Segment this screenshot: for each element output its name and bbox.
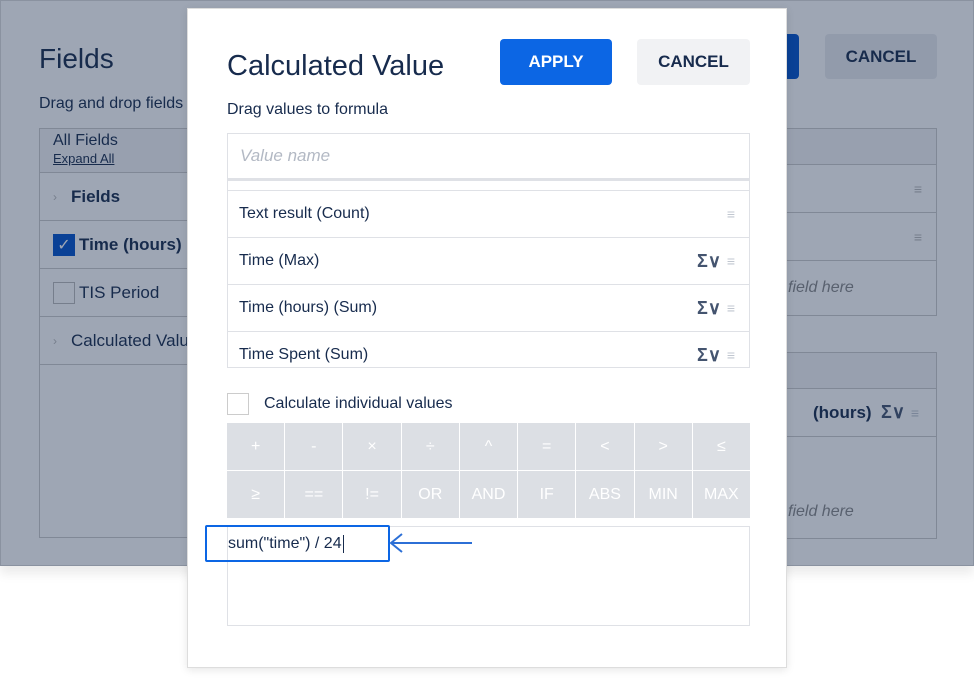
values-list[interactable]: Text result (Count) ≡ Time (Max) Σ∨ ≡ Time …: [227, 181, 750, 368]
field-label: TIS Period: [79, 282, 160, 302]
field-time-hours[interactable]: ✓ Time (hours): [40, 221, 238, 269]
operator-button[interactable]: !=: [343, 471, 401, 518]
value-label: Time (Max): [239, 252, 320, 269]
value-label: (hours): [813, 402, 872, 422]
value-name-input[interactable]: [227, 133, 750, 181]
operator-button[interactable]: >: [634, 423, 692, 470]
operator-button[interactable]: ==: [285, 471, 343, 518]
sigma-dropdown-icon[interactable]: Σ∨: [697, 250, 721, 271]
arrow-left-icon: [389, 533, 472, 553]
operator-grid: + - × ÷ ^ = < > ≤ ≥ == != OR AND IF ABS MIN MAX: [227, 423, 750, 518]
drag-handle-icon[interactable]: ≡: [762, 165, 936, 213]
operator-button[interactable]: ×: [343, 423, 401, 470]
drag-handle-icon[interactable]: ≡: [762, 213, 936, 261]
formula-text: sum("time") / 24: [228, 534, 342, 552]
list-item[interactable]: Time (Max) Σ∨ ≡: [228, 238, 749, 285]
operator-button[interactable]: ≤: [692, 423, 750, 470]
formula-highlight[interactable]: sum("time") / 24: [205, 525, 390, 562]
operator-button[interactable]: ≥: [227, 471, 285, 518]
formula-textarea[interactable]: [227, 526, 750, 626]
checkbox-label: Calculate individual values: [264, 395, 453, 412]
page-title: Fields: [39, 43, 114, 74]
drop-zone[interactable]: field here: [788, 503, 854, 520]
calculate-individual-option[interactable]: Calculate individual values: [227, 393, 453, 415]
rows-panel: ≡ ≡ field here: [761, 128, 937, 316]
operator-button[interactable]: +: [227, 423, 285, 470]
field-label: Calculated Value: [71, 330, 199, 350]
background-cancel-button[interactable]: CANCEL: [825, 34, 937, 79]
values-panel: (hours) Σ∨ ≡ field here: [761, 352, 937, 539]
chevron-right-icon: ›: [53, 189, 57, 204]
list-item[interactable]: Time Spent (Sum) Σ∨ ≡: [228, 332, 749, 367]
drag-handle-icon[interactable]: ≡: [726, 253, 736, 269]
drop-zone[interactable]: field here: [788, 279, 854, 296]
value-label: Text result (Count): [239, 205, 370, 222]
all-fields-heading: All Fields: [53, 132, 118, 149]
operator-button[interactable]: ABS: [576, 471, 634, 518]
drag-handle-icon[interactable]: ≡: [726, 206, 736, 222]
operator-button[interactable]: MIN: [634, 471, 692, 518]
chevron-right-icon: ›: [53, 333, 57, 348]
list-item[interactable]: Text result (Count) ≡: [228, 191, 749, 238]
operator-button[interactable]: ÷: [401, 423, 459, 470]
list-item[interactable]: Time (hours) (Sum) Σ∨ ≡: [228, 285, 749, 332]
operator-button[interactable]: <: [576, 423, 634, 470]
operator-button[interactable]: IF: [518, 471, 576, 518]
field-group-fields[interactable]: › Fields: [40, 173, 238, 221]
text-caret: [342, 534, 344, 553]
value-item[interactable]: (hours) Σ∨ ≡: [762, 389, 936, 437]
operator-button[interactable]: =: [518, 423, 576, 470]
field-group-calculated[interactable]: › Calculated Value: [40, 317, 238, 365]
checkbox-checked-icon[interactable]: ✓: [53, 233, 75, 256]
operator-button[interactable]: MAX: [692, 471, 750, 518]
sigma-dropdown-icon[interactable]: Σ∨: [697, 344, 721, 365]
cancel-button[interactable]: CANCEL: [637, 39, 750, 85]
value-label: Time (hours) (Sum): [239, 299, 378, 316]
drag-handle-icon[interactable]: ≡: [910, 404, 920, 421]
expand-all-link[interactable]: Expand All: [53, 151, 115, 166]
checkbox[interactable]: [53, 281, 75, 304]
sigma-dropdown-icon[interactable]: Σ∨: [697, 297, 721, 318]
apply-button[interactable]: APPLY: [500, 39, 612, 85]
drag-hint: Drag values to formula: [227, 101, 388, 118]
drag-handle-icon[interactable]: ≡: [726, 347, 736, 363]
field-tis-period[interactable]: TIS Period: [40, 269, 238, 317]
operator-button[interactable]: ^: [459, 423, 518, 470]
dialog-title: Calculated Value: [227, 50, 445, 82]
field-label: Time (hours): [79, 234, 182, 254]
operator-button[interactable]: -: [285, 423, 343, 470]
field-label: Fields: [71, 186, 121, 206]
calculated-value-dialog: Calculated Value APPLY CANCEL Drag value…: [187, 8, 787, 668]
operator-button[interactable]: AND: [459, 471, 518, 518]
sigma-dropdown-icon[interactable]: Σ∨: [881, 402, 905, 422]
operator-button[interactable]: OR: [401, 471, 459, 518]
value-label: Time Spent (Sum): [239, 346, 369, 363]
checkbox[interactable]: [227, 393, 249, 415]
page-subtitle: Drag and drop fields: [39, 95, 184, 112]
drag-handle-icon[interactable]: ≡: [726, 300, 736, 316]
